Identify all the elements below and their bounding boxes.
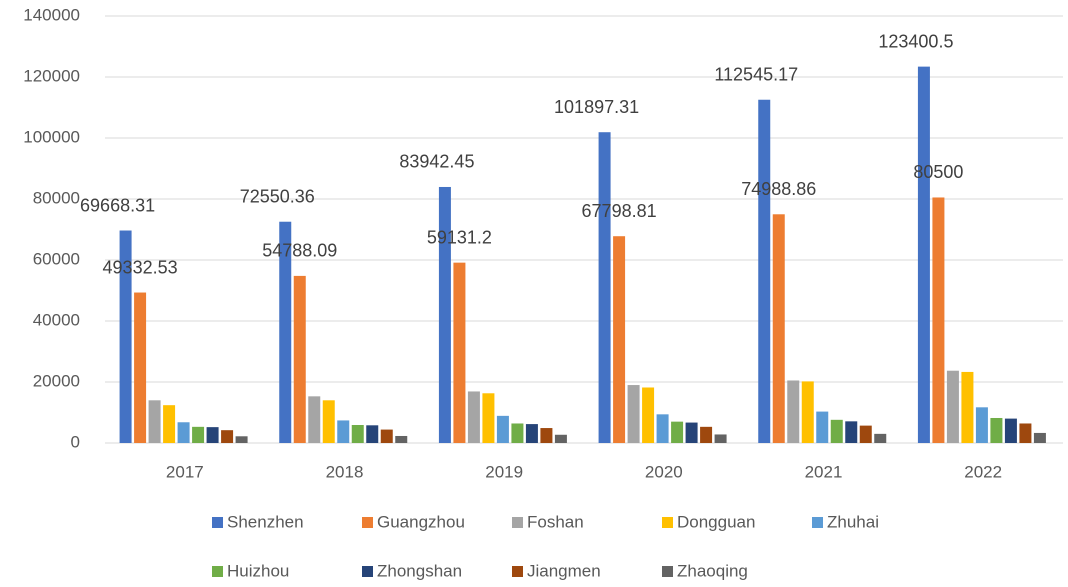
y-tick-label: 0 <box>71 432 80 451</box>
bar <box>816 411 829 443</box>
bar <box>511 423 524 443</box>
bar <box>453 262 466 443</box>
bar <box>1019 423 1032 443</box>
y-tick-label: 60000 <box>33 249 80 268</box>
data-label: 83942.45 <box>399 152 474 172</box>
legend-swatch <box>212 566 223 577</box>
bar <box>235 436 248 443</box>
bar <box>685 422 698 443</box>
bar <box>772 214 785 443</box>
data-label: 59131.2 <box>427 227 492 247</box>
x-tick-label: 2019 <box>485 462 523 481</box>
y-tick-label: 100000 <box>23 127 80 146</box>
legend-swatch <box>212 517 223 528</box>
bar <box>322 400 335 443</box>
bar <box>598 132 611 444</box>
bar <box>859 425 872 443</box>
bar <box>917 66 930 443</box>
bar <box>134 292 147 443</box>
bar <box>380 429 393 443</box>
x-tick-label: 2022 <box>964 462 1002 481</box>
bar <box>656 414 669 443</box>
data-label: 54788.09 <box>262 241 337 261</box>
bar <box>700 426 713 443</box>
legend-label: Foshan <box>527 512 584 531</box>
bar <box>830 419 843 443</box>
y-tick-label: 20000 <box>33 371 80 390</box>
bar <box>206 427 219 443</box>
bar <box>337 420 350 443</box>
x-tick-label: 2018 <box>326 462 364 481</box>
bar <box>293 275 306 443</box>
bar <box>845 421 858 443</box>
data-label: 112545.17 <box>714 64 798 84</box>
legend-label: Shenzhen <box>227 512 304 531</box>
bar <box>308 396 321 443</box>
bar <box>148 400 161 443</box>
data-label: 72550.36 <box>240 186 315 206</box>
bar <box>467 391 480 443</box>
bar <box>613 236 626 443</box>
y-tick-label: 120000 <box>23 66 80 85</box>
bar <box>163 405 176 443</box>
legend-label: Zhongshan <box>377 561 462 580</box>
y-tick-label: 140000 <box>23 5 80 24</box>
bar <box>714 434 727 443</box>
legend-label: Huizhou <box>227 561 289 580</box>
legend-swatch <box>362 566 373 577</box>
bar <box>540 428 553 443</box>
legend-label: Guangzhou <box>377 512 465 531</box>
bar <box>946 370 959 443</box>
bar <box>279 221 292 443</box>
bar <box>554 434 567 443</box>
legend-label: Jiangmen <box>527 561 601 580</box>
x-tick-label: 2020 <box>645 462 683 481</box>
legend-swatch <box>362 517 373 528</box>
bar <box>990 417 1003 443</box>
bar <box>177 422 190 443</box>
bar <box>627 385 640 443</box>
legend-swatch <box>812 517 823 528</box>
bar <box>525 424 538 443</box>
bar <box>874 433 887 443</box>
data-label: 101897.31 <box>554 97 639 117</box>
legend-label: Dongguan <box>677 512 755 531</box>
bar <box>975 407 988 443</box>
bar <box>961 371 974 443</box>
x-tick-label: 2017 <box>166 462 204 481</box>
data-label: 80500 <box>913 162 963 182</box>
bar <box>758 99 771 443</box>
data-label: 49332.53 <box>103 257 178 277</box>
bar <box>642 387 655 443</box>
legend-swatch <box>512 517 523 528</box>
y-tick-label: 80000 <box>33 188 80 207</box>
bar <box>119 230 132 443</box>
legend-swatch <box>662 566 673 577</box>
bar <box>482 393 495 443</box>
x-tick-label: 2021 <box>805 462 843 481</box>
bar <box>1004 418 1017 443</box>
legend-swatch <box>662 517 673 528</box>
data-label: 69668.31 <box>80 195 155 215</box>
bar <box>438 186 451 443</box>
bar <box>395 435 408 443</box>
y-tick-label: 40000 <box>33 310 80 329</box>
legend-label: Zhaoqing <box>677 561 748 580</box>
bar <box>351 425 364 443</box>
bar <box>932 197 945 443</box>
data-label: 123400.5 <box>878 31 953 51</box>
bar <box>192 426 205 443</box>
legend-label: Zhuhai <box>827 512 879 531</box>
data-label: 67798.81 <box>582 201 657 221</box>
bar <box>366 425 379 443</box>
bar <box>671 421 684 443</box>
bar <box>801 381 814 443</box>
bar <box>496 415 509 443</box>
bar <box>1033 432 1046 443</box>
legend-swatch <box>512 566 523 577</box>
data-label: 74988.86 <box>741 179 816 199</box>
bar <box>221 430 234 443</box>
bar <box>787 380 800 443</box>
